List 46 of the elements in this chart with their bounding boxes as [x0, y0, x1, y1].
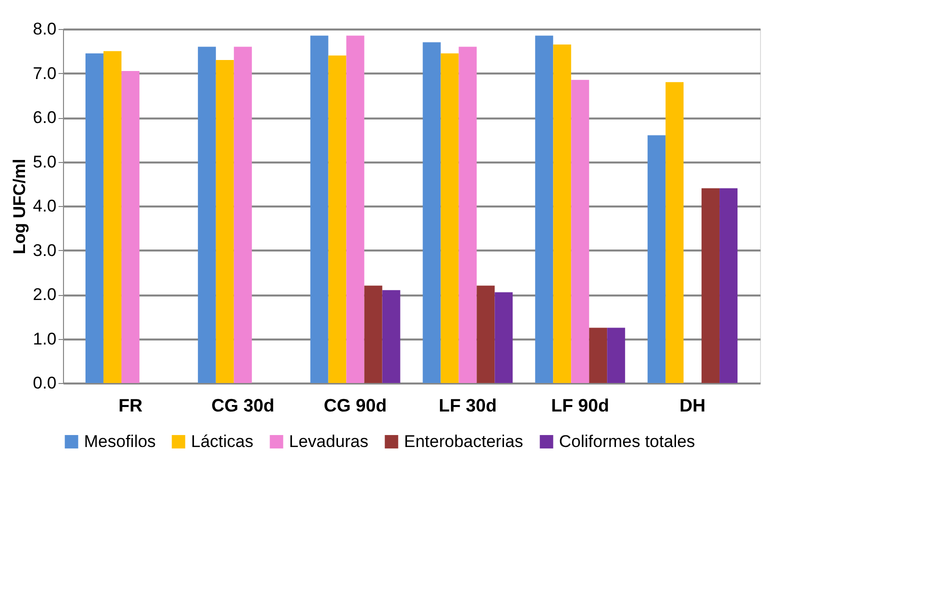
- legend-label: Levaduras: [289, 432, 368, 451]
- x-tick-label: LF 90d: [551, 396, 610, 416]
- x-tick-label: FR: [118, 396, 142, 416]
- x-tick-label: LF 30d: [438, 396, 497, 416]
- x-tick-label: DH: [680, 396, 706, 416]
- bar: [458, 46, 477, 383]
- bar: [234, 46, 252, 383]
- bar: [216, 60, 234, 383]
- legend-label: Coliformes totales: [559, 432, 696, 451]
- bar: [571, 80, 590, 383]
- bar: [589, 328, 608, 383]
- bar: [198, 46, 216, 383]
- bar: [440, 53, 459, 383]
- bar: [476, 286, 495, 383]
- bar: [310, 36, 328, 383]
- bar: [85, 53, 104, 383]
- bar: [121, 71, 140, 383]
- bar: [607, 328, 626, 383]
- bar: [666, 82, 684, 383]
- x-tick-label: CG 30d: [211, 396, 274, 416]
- y-tick-label: 2.0: [32, 285, 56, 304]
- bar: [720, 188, 738, 383]
- y-tick-label: 8.0: [32, 20, 56, 38]
- legend-label: Mesofilos: [84, 432, 156, 451]
- y-tick-label: 7.0: [32, 64, 56, 83]
- bar: [103, 51, 122, 383]
- y-tick-label: 3.0: [32, 240, 56, 260]
- y-axis-title: Log UFC/ml: [10, 158, 29, 254]
- x-tick-label: CG 90d: [324, 396, 387, 416]
- bar: [422, 42, 441, 383]
- bar: [648, 135, 666, 383]
- bar: [328, 56, 346, 383]
- bar: [382, 290, 400, 383]
- bar: [364, 286, 382, 383]
- bar: [702, 188, 720, 383]
- bar: [494, 292, 513, 383]
- bar: [346, 36, 364, 383]
- legend-label: Enterobacterias: [404, 432, 524, 451]
- y-tick-label: 0.0: [32, 374, 56, 392]
- y-tick-label: 6.0: [32, 108, 56, 127]
- bar: [535, 36, 554, 383]
- y-tick-label: 4.0: [32, 196, 56, 216]
- legend-label: Lácticas: [191, 432, 254, 451]
- bar: [553, 44, 572, 383]
- y-tick-label: 5.0: [32, 152, 56, 172]
- y-tick-label: 1.0: [32, 329, 56, 348]
